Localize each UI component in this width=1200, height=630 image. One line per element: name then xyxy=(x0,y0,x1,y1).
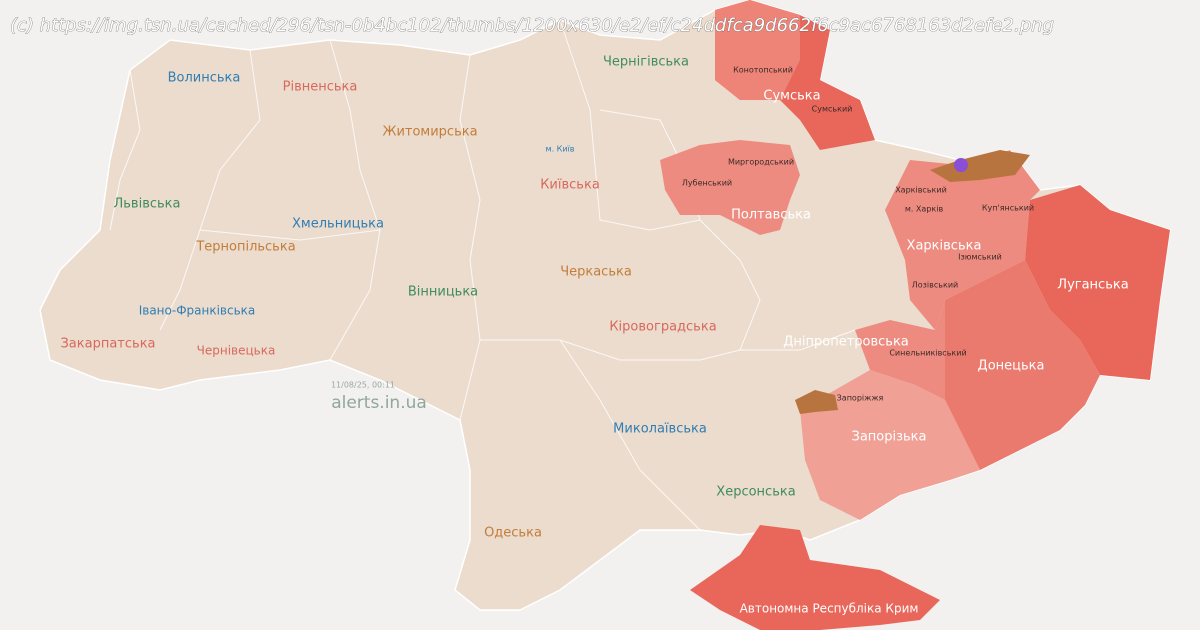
region-label: Івано-Франківська xyxy=(139,304,256,318)
attack-marker xyxy=(954,158,968,172)
region-label: Запорізька xyxy=(851,430,926,445)
region-label: Полтавська xyxy=(731,208,811,223)
district-label: Харківський xyxy=(895,186,947,195)
district-label: Запоріжжя xyxy=(837,394,884,403)
district-label: Конотопський xyxy=(733,66,793,75)
region-label: Харківська xyxy=(907,239,982,254)
district-label: Лубенський xyxy=(682,179,732,188)
region-label: Житомирська xyxy=(382,125,477,140)
district-label: Ізюмський xyxy=(958,253,1002,262)
region-label: Закарпатська xyxy=(60,337,155,352)
front-zone xyxy=(930,150,1030,182)
region-label: Кіровоградська xyxy=(609,320,716,335)
region-label: Луганська xyxy=(1057,278,1128,293)
region-label: Херсонська xyxy=(716,485,795,500)
region-label: Сумська xyxy=(763,89,820,104)
region-label: Київська xyxy=(540,178,600,193)
region-label: Волинська xyxy=(168,71,241,86)
alert-district xyxy=(660,140,800,235)
alert-district xyxy=(885,150,1040,330)
region-label: Чернівецька xyxy=(197,344,276,358)
alert-region xyxy=(1025,185,1170,380)
region-label: Донецька xyxy=(978,359,1045,374)
source-label: alerts.in.ua xyxy=(331,393,427,413)
region-label: Хмельницька xyxy=(292,217,384,232)
district-label: Синельниківський xyxy=(889,349,966,358)
district-label: Сумський xyxy=(812,105,853,114)
region-label: Вінницька xyxy=(408,285,478,300)
city-label: м. Харків xyxy=(905,205,944,214)
region-label: Миколаївська xyxy=(613,422,707,437)
region-borders xyxy=(109,19,856,531)
city-label: м. Київ xyxy=(546,145,575,154)
district-label: Куп'янський xyxy=(982,204,1034,213)
labels: Волинська Рівненська Житомирська Чернігі… xyxy=(60,55,1128,616)
district-label: Миргородський xyxy=(728,158,794,167)
alert-region xyxy=(690,525,940,630)
district-label: Лозівський xyxy=(912,281,958,290)
region-label: Рівненська xyxy=(283,80,358,95)
watermark: (c) https://img.tsn.ua/cached/296/tsn-0b… xyxy=(10,15,1054,36)
region-label: Львівська xyxy=(114,197,181,212)
alert-region xyxy=(800,370,980,520)
region-label: Автономна Республіка Крим xyxy=(740,602,919,616)
region-label: Одеська xyxy=(484,526,542,541)
alert-district xyxy=(715,0,800,100)
front-zone xyxy=(795,390,838,414)
timestamp: 11/08/25, 00:11 xyxy=(331,381,395,390)
region-label: Тернопільська xyxy=(195,240,295,255)
alert-region xyxy=(945,260,1100,470)
region-label: Черкаська xyxy=(560,265,632,280)
region-label: Чернігівська xyxy=(603,55,689,70)
alert-district xyxy=(855,300,945,400)
region-label: Дніпропетровська xyxy=(783,335,909,350)
